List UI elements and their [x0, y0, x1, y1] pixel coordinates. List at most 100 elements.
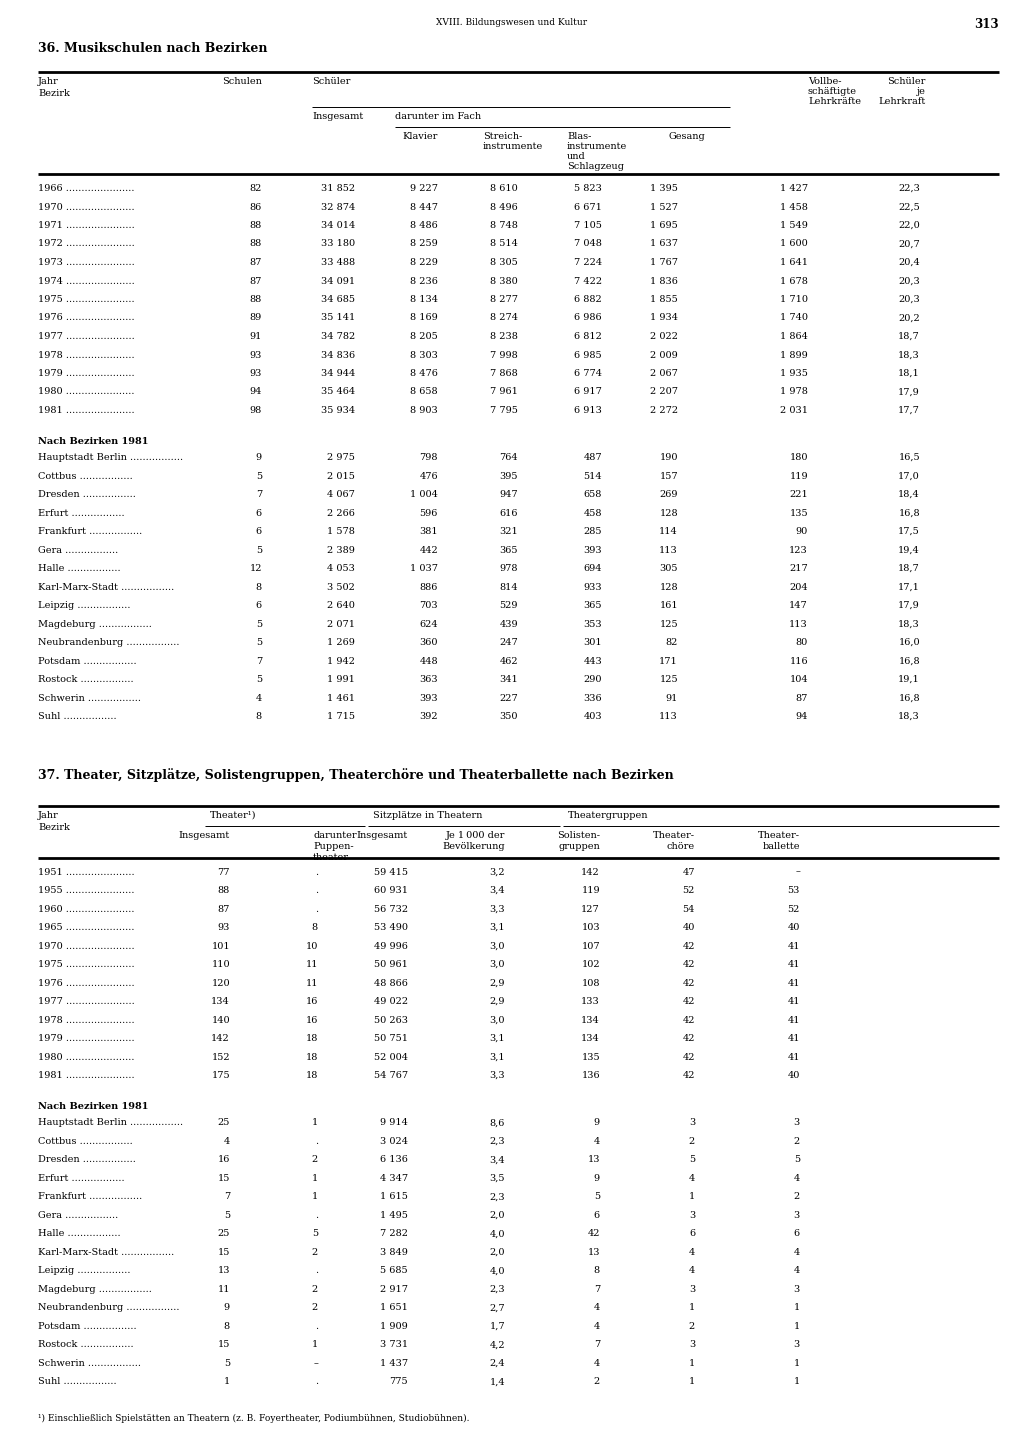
Text: 11: 11: [305, 960, 318, 969]
Text: 1 637: 1 637: [650, 239, 678, 248]
Text: 93: 93: [250, 350, 262, 359]
Text: 32 874: 32 874: [321, 202, 355, 212]
Text: 88: 88: [250, 296, 262, 304]
Text: 269: 269: [659, 490, 678, 499]
Text: 94: 94: [796, 712, 808, 721]
Text: 87: 87: [218, 904, 230, 914]
Text: 4: 4: [794, 1266, 800, 1275]
Text: .: .: [314, 887, 318, 895]
Text: 4: 4: [594, 1304, 600, 1312]
Text: 56 732: 56 732: [374, 904, 408, 914]
Text: 5: 5: [256, 639, 262, 647]
Text: 49 022: 49 022: [374, 998, 408, 1007]
Text: 462: 462: [500, 656, 518, 666]
Text: 2: 2: [311, 1155, 318, 1164]
Text: 8 486: 8 486: [411, 221, 438, 231]
Text: 142: 142: [211, 1034, 230, 1043]
Text: 3: 3: [689, 1211, 695, 1220]
Text: Schlagzeug: Schlagzeug: [567, 162, 624, 172]
Text: 18: 18: [305, 1071, 318, 1080]
Text: 1: 1: [311, 1193, 318, 1201]
Text: 2: 2: [794, 1136, 800, 1146]
Text: 775: 775: [389, 1377, 408, 1386]
Text: 1 549: 1 549: [780, 221, 808, 231]
Text: 18: 18: [305, 1053, 318, 1061]
Text: 7 048: 7 048: [574, 239, 602, 248]
Text: 2,3: 2,3: [489, 1193, 505, 1201]
Text: 1 527: 1 527: [650, 202, 678, 212]
Text: 1975 ......................: 1975 ......................: [38, 296, 134, 304]
Text: –: –: [313, 1358, 318, 1368]
Text: 4 053: 4 053: [327, 564, 355, 572]
Text: 8,6: 8,6: [489, 1119, 505, 1128]
Text: 37. Theater, Sitzplätze, Solistengruppen, Theaterchöre und Theaterballette nach : 37. Theater, Sitzplätze, Solistengruppen…: [38, 767, 674, 782]
Text: Schwerin .................: Schwerin .................: [38, 1358, 141, 1368]
Text: 6: 6: [594, 1211, 600, 1220]
Text: 41: 41: [787, 960, 800, 969]
Text: 134: 134: [582, 1034, 600, 1043]
Text: 1980 ......................: 1980 ......................: [38, 1053, 134, 1061]
Text: 116: 116: [790, 656, 808, 666]
Text: 1 495: 1 495: [380, 1211, 408, 1220]
Text: 15: 15: [218, 1247, 230, 1257]
Text: 18,3: 18,3: [898, 620, 920, 629]
Text: 1979 ......................: 1979 ......................: [38, 1034, 134, 1043]
Text: 4,0: 4,0: [489, 1266, 505, 1275]
Text: und: und: [567, 151, 586, 162]
Text: 35 934: 35 934: [321, 407, 355, 415]
Text: 301: 301: [584, 639, 602, 647]
Text: 2,3: 2,3: [489, 1136, 505, 1146]
Text: 363: 363: [420, 675, 438, 684]
Text: 1: 1: [689, 1304, 695, 1312]
Text: 694: 694: [584, 564, 602, 572]
Text: 17,0: 17,0: [898, 472, 920, 480]
Text: 403: 403: [584, 712, 602, 721]
Text: 12: 12: [250, 564, 262, 572]
Text: 8: 8: [256, 583, 262, 591]
Text: 8 238: 8 238: [490, 332, 518, 340]
Text: 16: 16: [218, 1155, 230, 1164]
Text: 393: 393: [420, 694, 438, 702]
Text: Suhl .................: Suhl .................: [38, 1377, 117, 1386]
Text: 16,8: 16,8: [898, 509, 920, 518]
Text: 1981 ......................: 1981 ......................: [38, 407, 134, 415]
Text: 1951 ......................: 1951 ......................: [38, 868, 134, 877]
Text: 1 935: 1 935: [780, 369, 808, 378]
Text: 34 782: 34 782: [321, 332, 355, 340]
Text: schäftigte: schäftigte: [808, 87, 857, 97]
Text: Lehrkräfte: Lehrkräfte: [808, 97, 861, 107]
Text: 128: 128: [659, 583, 678, 591]
Text: 120: 120: [211, 979, 230, 988]
Text: 41: 41: [787, 1053, 800, 1061]
Text: 98: 98: [250, 407, 262, 415]
Text: Potsdam .................: Potsdam .................: [38, 656, 136, 666]
Text: 458: 458: [584, 509, 602, 518]
Text: 1 942: 1 942: [327, 656, 355, 666]
Text: 8 658: 8 658: [411, 388, 438, 397]
Text: 1 437: 1 437: [380, 1358, 408, 1368]
Text: 1973 ......................: 1973 ......................: [38, 258, 135, 267]
Text: 1 899: 1 899: [780, 350, 808, 359]
Text: 104: 104: [790, 675, 808, 684]
Text: 147: 147: [790, 601, 808, 610]
Text: 1,7: 1,7: [489, 1322, 505, 1331]
Text: 6 671: 6 671: [574, 202, 602, 212]
Text: Theater¹): Theater¹): [210, 810, 256, 819]
Text: 3: 3: [689, 1340, 695, 1350]
Text: 3,0: 3,0: [489, 960, 505, 969]
Text: Leipzig .................: Leipzig .................: [38, 1266, 130, 1275]
Text: 16: 16: [305, 1015, 318, 1025]
Text: 1: 1: [311, 1119, 318, 1128]
Text: 217: 217: [790, 564, 808, 572]
Text: 1966 ......................: 1966 ......................: [38, 185, 134, 193]
Text: 4: 4: [594, 1358, 600, 1368]
Text: 22,3: 22,3: [898, 185, 920, 193]
Text: 798: 798: [420, 453, 438, 461]
Text: 2: 2: [311, 1247, 318, 1257]
Text: 1970 ......................: 1970 ......................: [38, 942, 134, 950]
Text: 360: 360: [420, 639, 438, 647]
Text: 20,4: 20,4: [898, 258, 920, 267]
Text: 4: 4: [594, 1322, 600, 1331]
Text: 1972 ......................: 1972 ......................: [38, 239, 135, 248]
Text: Schwerin .................: Schwerin .................: [38, 694, 141, 702]
